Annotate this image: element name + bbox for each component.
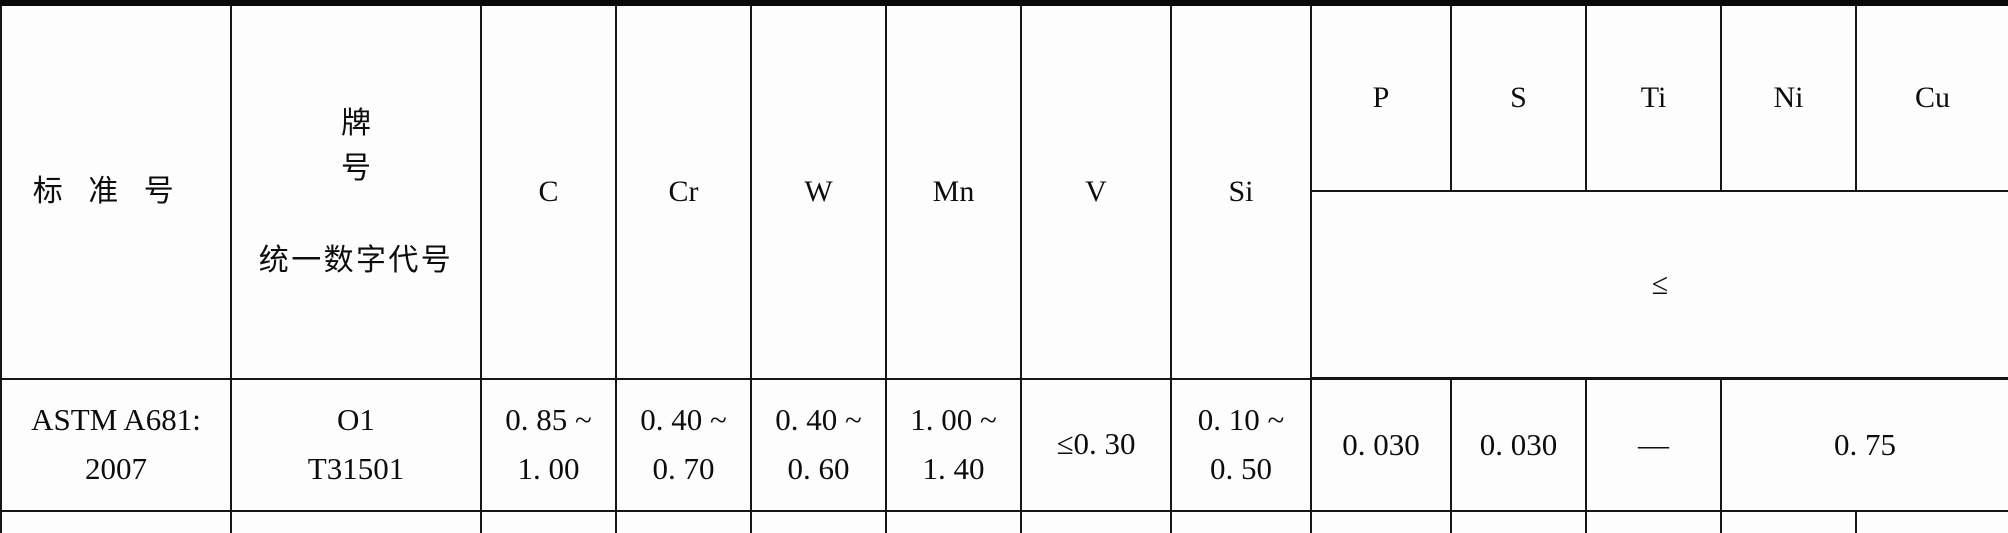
cell-w: 0. 40 ~ 0. 70: [750, 509, 887, 533]
cell-ni: —: [1720, 509, 1857, 533]
table-row-astm: ASTM A681: 2007 O1 T31501 0. 85 ~ 1. 00 …: [0, 377, 2008, 512]
cell-cu: —: [1855, 509, 2008, 533]
header-element-cr: Cr: [615, 0, 752, 380]
cell-mn: 1. 05 ~ 1. 35: [885, 509, 1022, 533]
cell-p: 0. 030: [1310, 509, 1452, 533]
cell-si: 0. 10 ~ 0. 50: [1170, 377, 1312, 512]
max-limit-symbol: ≤: [1310, 189, 2008, 381]
header-element-cu: Cu: [1855, 0, 2008, 192]
cell-grade: O1 T31501: [230, 377, 482, 512]
cell-c: 0. 90 ~ 1. 00: [480, 509, 617, 533]
table-row-iso: ISO 4957:1999 95MnWCr5 0. 90 ~ 1. 00 0. …: [0, 509, 2008, 533]
cell-cr: 0. 40 ~ 0. 70: [615, 377, 752, 512]
header-element-mn: Mn: [885, 0, 1022, 380]
cell-p: 0. 030: [1310, 377, 1452, 512]
header-element-si: Si: [1170, 0, 1312, 380]
cell-v: ≤0. 30: [1020, 377, 1172, 512]
header-grade-code: 统一数字代号: [258, 244, 454, 278]
header-element-ni: Ni: [1720, 0, 1857, 192]
header-element-p: P: [1310, 0, 1452, 192]
cell-standard: ISO 4957:1999: [0, 509, 232, 533]
cell-ti: —: [1585, 509, 1722, 533]
header-grade: 牌号 统一数字代号: [230, 0, 482, 380]
cell-ni-cu-merged: 0. 75: [1720, 377, 2008, 512]
cell-s: 0. 030: [1450, 377, 1587, 512]
cell-w: 0. 40 ~ 0. 60: [750, 377, 887, 512]
header-row-limit: ≤: [1, 189, 2008, 381]
header-standard-number: 标准号: [0, 0, 232, 380]
header-element-s: S: [1450, 0, 1587, 192]
header-element-v: V: [1020, 0, 1172, 380]
header-row-top: 标准号 牌号 统一数字代号 C Cr W Mn V Si P S Ti Ni C…: [0, 0, 2008, 380]
cell-grade: 95MnWCr5: [230, 509, 482, 533]
cell-v: 0. 05 ~ 0. 20: [1020, 509, 1172, 533]
cell-c: 0. 85 ~ 1. 00: [480, 377, 617, 512]
cell-mn: 1. 00 ~ 1. 40: [885, 377, 1022, 512]
header-element-w: W: [750, 0, 887, 380]
header-element-c: C: [480, 0, 617, 380]
header-element-ti: Ti: [1585, 0, 1722, 192]
cell-cr: 0. 40 ~ 0. 65: [615, 509, 752, 533]
cell-s: 0. 030: [1450, 509, 1587, 533]
cell-si: 0. 10 ~ 0. 40: [1170, 509, 1312, 533]
cell-ti: —: [1585, 377, 1722, 512]
cell-standard: ASTM A681: 2007: [0, 377, 232, 512]
header-grade-name: 牌号: [341, 106, 434, 185]
